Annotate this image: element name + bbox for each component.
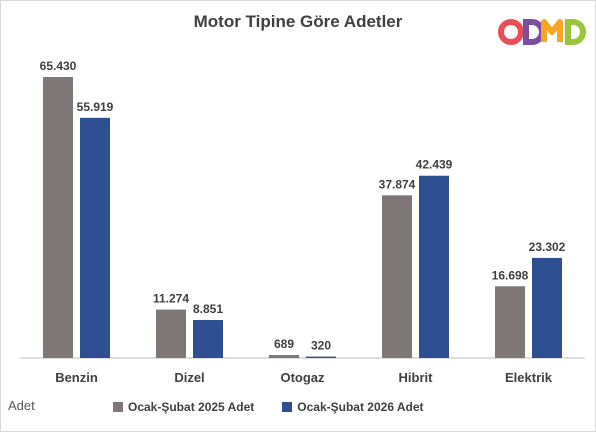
bar-benzin-2025 [43, 77, 73, 358]
category-label-hibrit: Hibrit [399, 370, 434, 385]
legend-swatch-2025 [113, 402, 123, 412]
data-label-hibrit-2026: 42.439 [416, 158, 453, 172]
category-label-otogaz: Otogaz [280, 370, 325, 385]
legend: Ocak-Şubat 2025 Adet Ocak-Şubat 2026 Ade… [113, 400, 424, 414]
unit-label: Adet [8, 398, 35, 413]
data-label-elektrik-2025: 16.698 [492, 268, 529, 282]
data-label-dizel-2026: 8.851 [193, 302, 223, 316]
category-label-benzin: Benzin [55, 370, 98, 385]
data-label-elektrik-2026: 23.302 [529, 240, 566, 254]
data-label-dizel-2025: 11.274 [153, 292, 189, 306]
data-label-otogaz-2026: 320 [311, 339, 331, 353]
bar-hibrit-2025 [382, 195, 412, 358]
bar-dizel-2025 [156, 309, 186, 358]
legend-label-2025: Ocak-Şubat 2025 Adet [128, 400, 255, 414]
data-label-benzin-2025: 65.430 [40, 59, 77, 73]
category-label-dizel: Dizel [174, 370, 204, 385]
data-label-otogaz-2025: 689 [274, 337, 294, 351]
bar-elektrik-2026 [532, 257, 562, 358]
data-label-benzin-2026: 55.919 [77, 100, 114, 114]
legend-label-2026: Ocak-Şubat 2026 Adet [297, 400, 424, 414]
data-label-hibrit-2025: 37.874 [379, 177, 416, 191]
bar-benzin-2026 [80, 117, 110, 359]
legend-item-2025: Ocak-Şubat 2025 Adet [113, 400, 254, 414]
legend-swatch-2026 [282, 402, 293, 412]
bar-dizel-2026 [193, 319, 223, 358]
bar-otogaz-2025 [269, 355, 299, 358]
chart-title: Motor Tipine Göre Adetler [193, 12, 403, 31]
odmd-logo [498, 19, 586, 45]
bar-otogaz-2026 [306, 356, 336, 358]
bar-elektrik-2025 [495, 286, 525, 358]
legend-item-2026: Ocak-Şubat 2026 Adet [282, 400, 424, 414]
category-label-elektrik: Elektrik [505, 370, 553, 385]
bar-hibrit-2026 [419, 175, 449, 358]
